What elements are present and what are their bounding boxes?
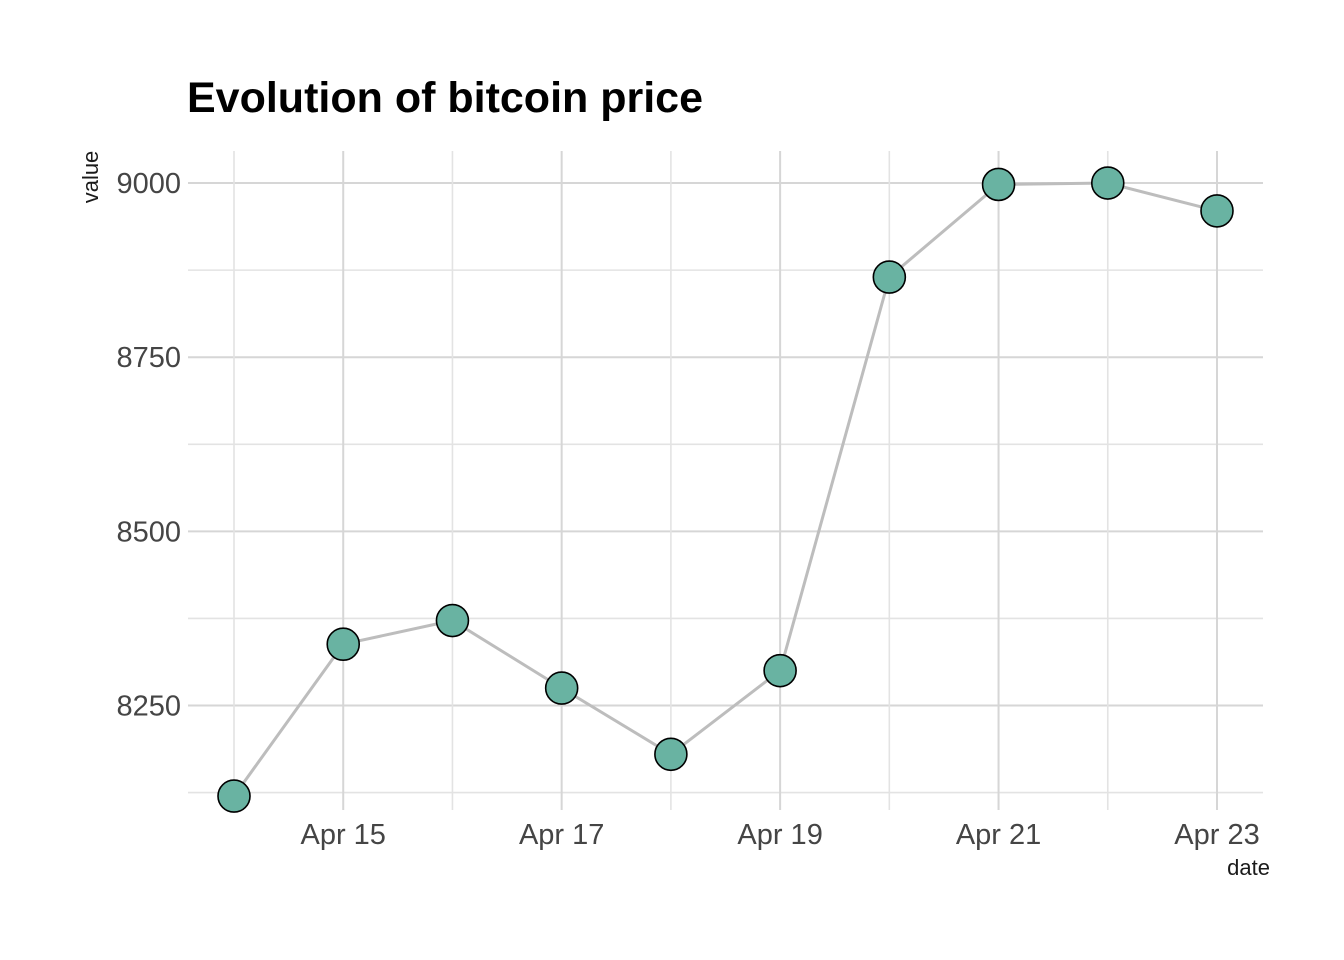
y-tick-label: 9000 [116,168,181,200]
x-axis-title: date [1227,855,1270,880]
x-tick-label: Apr 23 [1174,819,1259,851]
chart-title: Evolution of bitcoin price [187,74,703,122]
series-line [232,181,1218,797]
y-tick-label: 8250 [116,691,181,723]
data-point [654,737,688,772]
data-point [763,653,797,688]
data-point [872,260,907,294]
data-point [435,603,470,638]
x-tick-label: Apr 21 [956,819,1041,851]
y-tick-label: 8500 [116,516,181,548]
data-point [1200,194,1234,228]
data-point [981,167,1016,202]
data-point [326,627,361,662]
y-tick-label: 8750 [116,342,181,374]
data-point [544,671,579,705]
x-tick-label: Apr 17 [519,819,604,851]
x-tick-label: Apr 15 [300,819,385,851]
data-point [217,779,251,813]
x-tick-label: Apr 19 [737,819,822,851]
data-point [1090,166,1125,200]
